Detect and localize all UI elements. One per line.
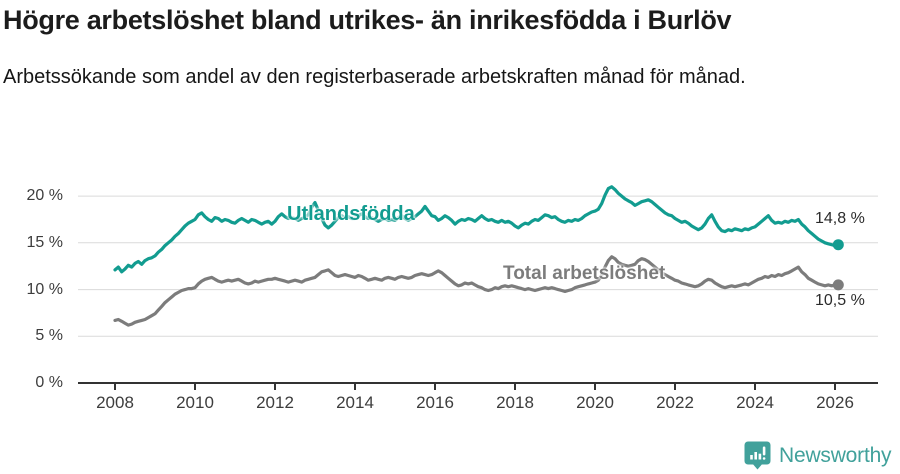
x-tick-label: 2018 [496, 393, 534, 412]
y-tick-label: 20 % [26, 187, 63, 204]
x-tick-label: 2022 [656, 393, 694, 412]
series-line-utlandsfodda [113, 185, 840, 274]
y-tick-label: 5 % [35, 327, 63, 344]
end-value-label-total: 10,5 % [815, 292, 865, 309]
y-tick-label: 0 % [35, 374, 63, 391]
page-title: Högre arbetslöshet bland utrikes- än inr… [3, 5, 732, 35]
y-tick-label: 15 % [26, 234, 63, 251]
chart-subtitle: Arbetssökande som andel av den registerb… [3, 66, 746, 88]
x-tick-label: 2008 [96, 393, 134, 412]
x-tick-label: 2012 [256, 393, 294, 412]
series-label-total-arbetsloshet: Total arbetslöshet [503, 263, 666, 284]
end-value-label-utlandsfodda: 14,8 % [815, 210, 865, 227]
x-tick-label: 2010 [176, 393, 214, 412]
newsworthy-logo[interactable]: Newsworthy [744, 441, 892, 470]
x-tick-label: 2024 [736, 393, 774, 412]
series-line-total [113, 255, 840, 327]
y-tick-label: 10 % [26, 281, 63, 298]
x-tick-label: 2014 [336, 393, 374, 412]
speech-bubble-bar-chart-icon [744, 441, 771, 470]
series-label-utlandsfodda: Utlandsfödda [287, 203, 415, 225]
series-end-dot-total [832, 279, 844, 291]
series-end-dot-utlandsfodda [832, 239, 844, 251]
x-tick-label: 2016 [416, 393, 454, 412]
x-tick-label: 2026 [816, 393, 854, 412]
newsworthy-wordmark: Newsworthy [779, 443, 892, 467]
x-tick-label: 2020 [576, 393, 614, 412]
